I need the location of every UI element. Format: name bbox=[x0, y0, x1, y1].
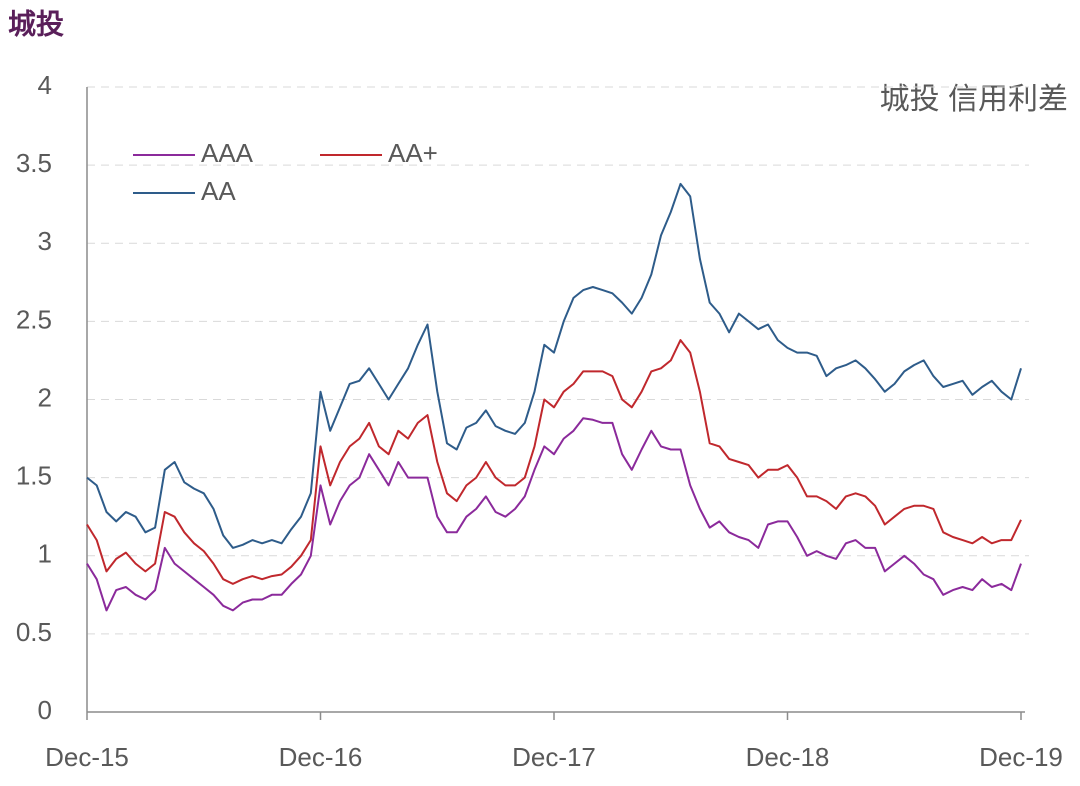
x-tick-label: Dec-18 bbox=[746, 742, 830, 772]
x-tick-label: Dec-19 bbox=[979, 742, 1063, 772]
y-tick-label: 0 bbox=[38, 695, 52, 725]
legend-label: AAA bbox=[201, 138, 254, 168]
legend-label: AA+ bbox=[388, 138, 438, 168]
y-tick-label: 2.5 bbox=[16, 304, 52, 334]
y-tick-label: 3 bbox=[38, 226, 52, 256]
x-tick-label: Dec-16 bbox=[279, 742, 363, 772]
series-line bbox=[86, 339, 1022, 585]
y-tick-label: 0.5 bbox=[16, 617, 52, 647]
series-line bbox=[86, 182, 1022, 549]
legend-label: AA bbox=[201, 176, 236, 206]
y-tick-label: 4 bbox=[38, 70, 52, 100]
y-tick-label: 2 bbox=[38, 382, 52, 412]
x-tick-label: Dec-17 bbox=[512, 742, 596, 772]
y-tick-label: 1 bbox=[38, 539, 52, 569]
chart-annotation: 城投 信用利差 bbox=[880, 83, 1068, 116]
x-tick-label: Dec-15 bbox=[45, 742, 129, 772]
y-tick-label: 1.5 bbox=[16, 461, 52, 491]
y-tick-label: 3.5 bbox=[16, 148, 52, 178]
chart-title: 城投 bbox=[8, 8, 64, 39]
series-line bbox=[86, 417, 1022, 612]
